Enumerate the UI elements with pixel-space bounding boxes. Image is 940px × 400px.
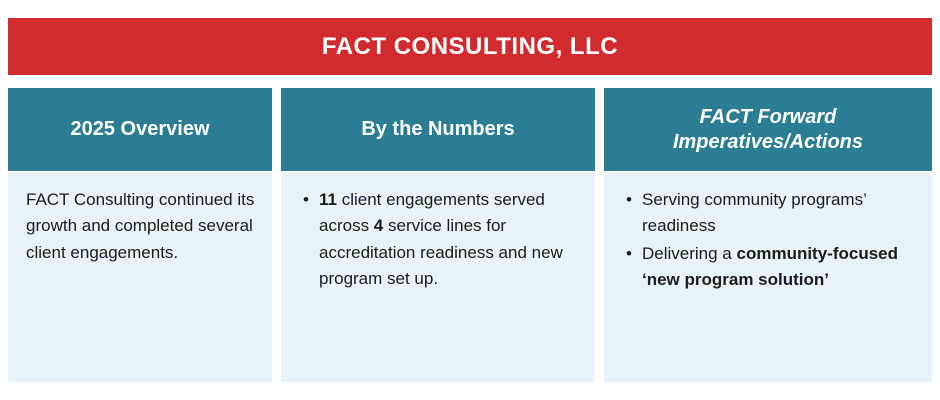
bullet-text-bold: 11 <box>319 190 337 209</box>
column-numbers: By the Numbers 11 client engagements ser… <box>281 88 595 382</box>
bullet-item: 11 client engagements served across 4 se… <box>303 187 579 292</box>
column-overview: 2025 Overview FACT Consulting continued … <box>8 88 272 382</box>
column-body-overview: FACT Consulting continued its growth and… <box>8 173 272 382</box>
column-header-imperatives: FACT Forward Imperatives/Actions <box>604 88 932 171</box>
column-body-numbers: 11 client engagements served across 4 se… <box>281 173 595 382</box>
column-body-imperatives: Serving community programs’ readiness Del… <box>604 173 932 382</box>
bullet-text: service lines for accreditation readines… <box>319 216 563 289</box>
overview-paragraph: FACT Consulting continued its growth and… <box>26 190 255 262</box>
bullet-text: client engagements served across <box>319 190 545 236</box>
bullet-text-bold: 4 <box>373 216 384 236</box>
bullet-text-bold: community-focused ‘new program solution’ <box>642 243 899 290</box>
bullet-item: Serving community programs’ readiness <box>626 187 916 240</box>
banner-title: FACT CONSULTING, LLC <box>321 32 619 60</box>
imperatives-bullet-list: Serving community programs’ readiness Del… <box>622 187 916 293</box>
bullet-item: Delivering a community-focused ‘new prog… <box>626 241 916 294</box>
column-header-numbers: By the Numbers <box>281 88 595 171</box>
bullet-text: Serving community programs’ readiness <box>642 190 867 236</box>
numbers-bullet-list: 11 client engagements served across 4 se… <box>299 187 579 292</box>
column-imperatives: FACT Forward Imperatives/Actions Serving… <box>604 88 932 382</box>
bullet-text: Delivering a <box>642 243 737 263</box>
columns-container: 2025 Overview FACT Consulting continued … <box>8 88 932 382</box>
column-header-overview: 2025 Overview <box>8 88 272 171</box>
banner: FACT CONSULTING, LLC <box>8 18 932 75</box>
